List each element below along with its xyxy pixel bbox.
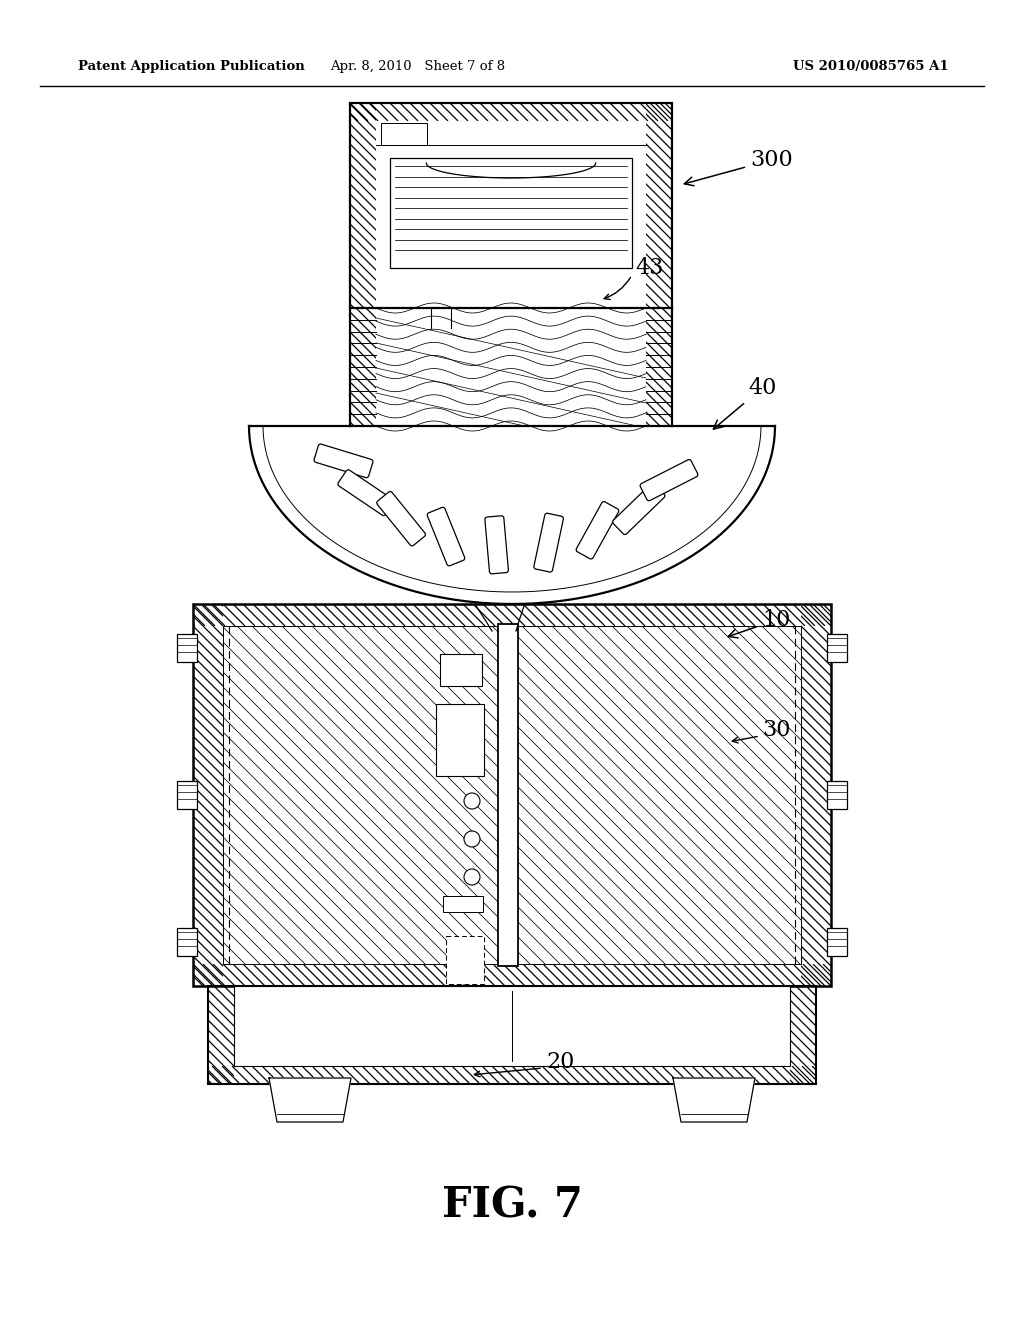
Bar [208, 1067, 816, 1084]
Bar [790, 986, 816, 1084]
Bar [193, 964, 831, 986]
Bar [208, 986, 816, 1084]
Bar [390, 158, 632, 268]
Bar [350, 308, 672, 426]
Bar [436, 704, 484, 776]
Bar [193, 605, 223, 986]
Bar [177, 634, 197, 663]
Bar [223, 626, 801, 964]
FancyBboxPatch shape [534, 513, 563, 572]
Bar [827, 781, 847, 809]
Bar [376, 121, 646, 308]
FancyBboxPatch shape [314, 444, 373, 478]
Polygon shape [673, 1078, 755, 1122]
Text: 300: 300 [684, 149, 793, 186]
FancyBboxPatch shape [612, 483, 665, 535]
FancyBboxPatch shape [485, 516, 508, 574]
Polygon shape [249, 426, 775, 603]
Text: 30: 30 [762, 719, 791, 741]
Text: 20: 20 [546, 1051, 574, 1073]
Text: 10: 10 [728, 609, 791, 638]
Bar [223, 626, 801, 964]
Text: Apr. 8, 2010   Sheet 7 of 8: Apr. 8, 2010 Sheet 7 of 8 [331, 59, 506, 73]
Bar [350, 103, 672, 121]
Bar [440, 653, 482, 686]
Circle shape [464, 832, 480, 847]
Bar [208, 986, 816, 1084]
Bar [498, 624, 518, 966]
Bar [646, 308, 672, 426]
Bar [350, 103, 672, 308]
Bar [350, 103, 672, 308]
Text: 43: 43 [635, 257, 664, 279]
Bar [350, 308, 376, 426]
Text: 40: 40 [714, 378, 776, 429]
FancyBboxPatch shape [427, 507, 465, 566]
Bar [193, 605, 831, 626]
Bar [193, 605, 831, 986]
Text: Patent Application Publication: Patent Application Publication [78, 59, 305, 73]
Bar [827, 928, 847, 956]
Bar [208, 986, 234, 1084]
Bar [827, 634, 847, 663]
Bar [177, 928, 197, 956]
Bar [193, 605, 831, 986]
Circle shape [464, 869, 480, 884]
Bar [646, 103, 672, 308]
Text: FIG. 7: FIG. 7 [441, 1185, 583, 1228]
FancyBboxPatch shape [338, 470, 394, 516]
Bar [223, 626, 801, 964]
Circle shape [464, 793, 480, 809]
Text: US 2010/0085765 A1: US 2010/0085765 A1 [793, 59, 948, 73]
Bar [350, 103, 376, 308]
Bar [177, 781, 197, 809]
Bar [234, 986, 790, 1067]
Bar [446, 936, 484, 983]
Bar [443, 896, 483, 912]
Bar [381, 123, 427, 145]
FancyBboxPatch shape [577, 502, 618, 560]
Bar [801, 605, 831, 986]
FancyBboxPatch shape [377, 491, 426, 546]
FancyBboxPatch shape [640, 459, 698, 500]
Polygon shape [269, 1078, 351, 1122]
